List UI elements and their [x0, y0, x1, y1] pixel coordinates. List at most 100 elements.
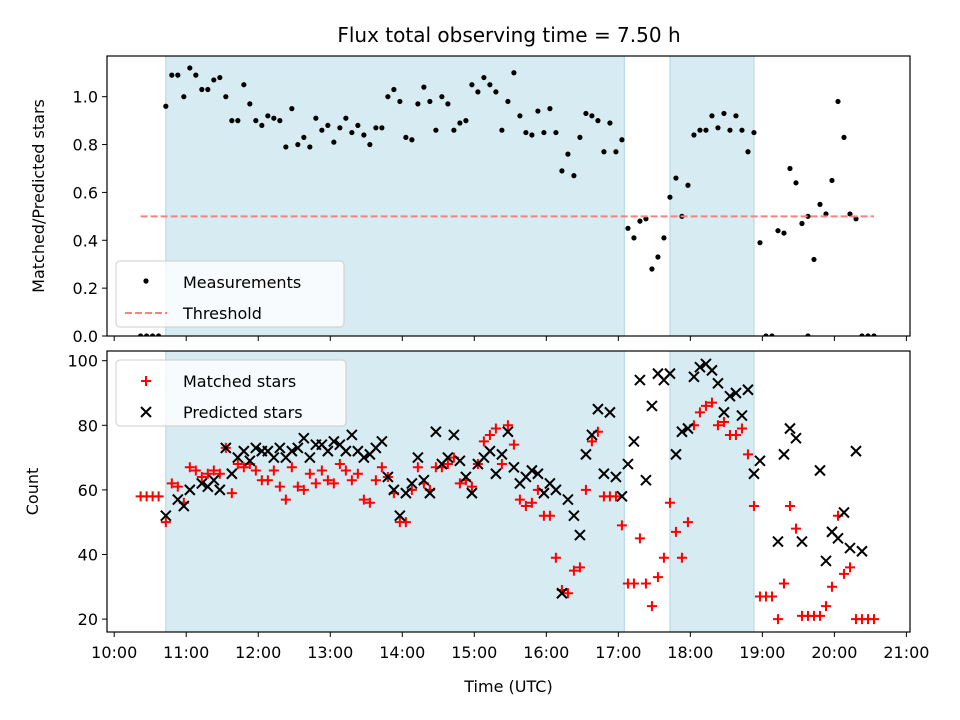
measurement-point: [607, 120, 613, 126]
matched-star-point: [160, 517, 171, 528]
measurement-point: [379, 125, 385, 131]
predicted-star-point: [712, 377, 724, 390]
predicted-star-point: [532, 468, 544, 480]
measurement-point: [835, 98, 841, 105]
matched-star-point: [544, 510, 555, 521]
measurement-point: [144, 333, 150, 336]
x-tick-label: 12:00: [235, 643, 281, 662]
matched-star-point: [580, 484, 591, 495]
x-tick-label: 14:00: [379, 643, 425, 662]
measurement-point: [289, 106, 295, 112]
y-axis-label: Matched/Predicted stars: [29, 99, 48, 293]
measurement-point: [841, 134, 847, 140]
measurement-point: [205, 86, 211, 93]
measurement-point: [805, 333, 811, 336]
measurement-point: [577, 134, 583, 140]
measurement-point: [427, 98, 433, 105]
predicted-star-point: [484, 445, 496, 457]
y-tick-label: 0.2: [73, 279, 98, 298]
measurement-point: [547, 106, 553, 112]
measurement-point: [703, 127, 709, 133]
predicted-star-point: [496, 448, 508, 461]
matched-star-point: [826, 581, 837, 592]
legend: Measurements Threshold: [115, 260, 345, 328]
matched-star-point: [352, 468, 363, 479]
matched-star-point: [736, 423, 747, 434]
x-axis-label: Time (UTC): [463, 677, 552, 696]
measurement-point: [649, 266, 655, 272]
matched-star-point: [466, 481, 477, 492]
predicted-star-point: [442, 451, 454, 464]
predicted-star-point: [850, 445, 862, 457]
predicted-star-point: [682, 422, 694, 435]
predicted-star-point: [586, 429, 598, 441]
predicted-star-point: [502, 426, 514, 438]
measurement-point: [397, 98, 403, 105]
measurement-point: [535, 108, 541, 114]
measurement-point: [223, 94, 229, 100]
predicted-star-point: [706, 364, 718, 377]
matched-star-point: [784, 501, 795, 512]
predicted-star-point: [490, 468, 502, 480]
predicted-star-point: [274, 442, 286, 454]
predicted-star-point: [358, 451, 370, 464]
measurement-point: [817, 201, 823, 207]
matched-star-point: [286, 462, 297, 473]
y-tick-label: 100: [67, 352, 98, 371]
predicted-star-point: [304, 451, 316, 464]
matched-star-point: [214, 468, 225, 479]
predicted-star-point: [268, 451, 280, 464]
matched-star-point: [334, 459, 345, 470]
measurement-point: [277, 118, 283, 124]
predicted-star-point: [598, 468, 610, 480]
predicted-star-point: [718, 406, 730, 419]
predicted-star-point: [568, 510, 580, 522]
matched-star-point: [574, 562, 585, 573]
matched-star-point: [442, 459, 453, 470]
measurement-point: [601, 149, 607, 155]
predicted-star-point: [394, 510, 406, 522]
predicted-star-point: [676, 426, 688, 438]
predicted-star-point: [400, 487, 412, 499]
measurement-point: [775, 228, 781, 234]
measurement-point: [150, 333, 156, 336]
legend-marker-plus: [141, 376, 151, 386]
measurement-point: [643, 216, 649, 222]
predicted-star-point: [448, 429, 460, 441]
measurement-point: [589, 113, 595, 119]
legend-label: Measurements: [183, 273, 301, 292]
matched-star-point: [664, 497, 675, 508]
measurement-point: [283, 144, 289, 150]
matched-star-point: [844, 562, 855, 573]
predicted-star-point: [844, 542, 856, 554]
y-tick-label: 60: [78, 481, 98, 500]
measurement-point: [481, 74, 487, 81]
measurement-point: [685, 182, 691, 188]
measurement-point: [571, 173, 577, 179]
measurement-point: [493, 89, 499, 95]
measurement-point: [757, 240, 763, 246]
matched-star-point: [526, 497, 537, 508]
predicted-star-point: [196, 477, 208, 490]
predicted-star-point: [592, 403, 604, 415]
measurement-point: [259, 122, 265, 129]
matched-star-point: [730, 429, 741, 440]
measurement-point: [193, 72, 199, 78]
predicted-star-point: [376, 435, 388, 448]
predicted-star-point: [790, 432, 802, 444]
matched-star-point: [484, 429, 495, 440]
predicted-star-point: [694, 361, 706, 373]
measurement-point: [517, 113, 523, 119]
plot-area: [135, 358, 879, 625]
predicted-star-point: [580, 448, 592, 461]
predicted-star-point: [238, 445, 250, 457]
matched-star-point: [778, 578, 789, 589]
legend: Matched stars Predicted stars: [115, 359, 347, 427]
x-tick-label: 21:00: [883, 643, 929, 662]
matched-star-point: [676, 552, 687, 563]
matched-star-point: [322, 475, 333, 486]
predicted-star-point: [820, 555, 832, 567]
matched-star-point: [550, 552, 561, 563]
matched-star-point: [202, 468, 213, 479]
measurement-point: [361, 132, 367, 138]
